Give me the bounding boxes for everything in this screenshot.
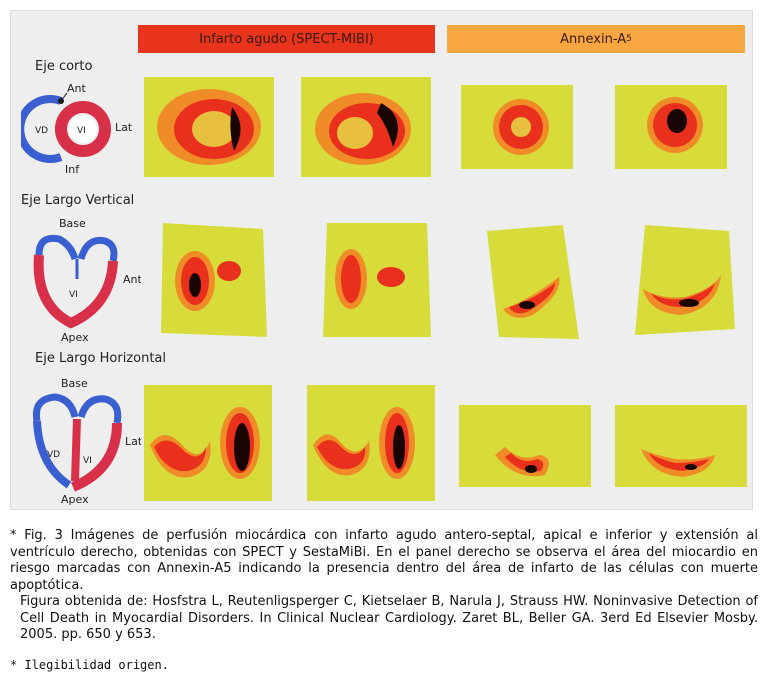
label-vd-3: VD: [47, 450, 60, 460]
scan-annexin-short-axis-1: [453, 77, 583, 177]
horizontal-long-axis-diagram: Base Lat VD VI Apex: [32, 377, 141, 505]
right-atrium-shape: [32, 393, 79, 422]
septum-shape: [71, 418, 81, 482]
vertical-long-axis-diagram: Base Ant VI Apex: [33, 217, 141, 344]
scan-annexin-short-axis-2: [607, 77, 737, 177]
scan-spect-vertical-2: [317, 219, 437, 341]
ventricle-wall-shape: [33, 254, 118, 329]
figure-caption: * Fig. 3 Imágenes de perfusión miocárdic…: [10, 528, 758, 644]
figure: Infarto agudo (SPECT-MIBI) Annexin-A 5 Ej…: [10, 10, 753, 510]
scan-spect-vertical-1: [153, 219, 273, 341]
row-label-short-axis: Eje corto: [35, 59, 93, 74]
row-label-horizontal-long-axis: Eje Largo Horizontal: [35, 351, 166, 366]
label-apex-3: Apex: [61, 493, 89, 505]
label-vd: VD: [35, 126, 48, 136]
annexin-header-subscript: 5: [626, 34, 632, 44]
left-atrium-shape: [35, 234, 79, 261]
label-inf: Inf: [65, 163, 80, 176]
label-ant-2: Ant: [123, 273, 141, 286]
scan-annexin-vertical-1: [467, 219, 587, 341]
scan-spect-horizontal-2: [307, 385, 435, 501]
label-ant: Ant: [67, 82, 86, 95]
label-base: Base: [59, 217, 86, 230]
annexin-header-label: Annexin-A: [560, 31, 627, 47]
spect-header-label: Infarto agudo (SPECT-MIBI): [199, 31, 374, 47]
aorta-shape: [77, 236, 118, 262]
label-lat-3: Lat: [125, 435, 141, 448]
footnote: * Ilegibilidad origen.: [10, 658, 169, 672]
label-vi-3: VI: [83, 456, 92, 466]
row-label-vertical-long-axis: Eje Largo Vertical: [21, 193, 135, 208]
label-base-3: Base: [61, 377, 88, 390]
right-ventricle-wall: [33, 420, 72, 489]
spect-header: Infarto agudo (SPECT-MIBI): [138, 25, 435, 53]
short-axis-diagram: Ant Lat Inf VD VI: [21, 82, 133, 176]
scan-annexin-vertical-2: [625, 219, 745, 341]
scan-annexin-horizontal-1: [455, 385, 595, 501]
scan-annexin-horizontal-2: [611, 385, 751, 501]
left-atrium-shape-3: [77, 395, 122, 424]
left-ventricle-wall: [70, 422, 122, 492]
caption-source: Figura obtenida de: Hosfstra L, Reutenli…: [20, 594, 758, 642]
label-apex: Apex: [61, 331, 89, 344]
left-ventricle-shape: [55, 101, 111, 157]
right-ventricle-shape: [21, 95, 63, 163]
scan-spect-short-axis-2: [301, 77, 431, 177]
annexin-header: Annexin-A 5: [447, 25, 745, 53]
label-vi: VI: [77, 126, 86, 136]
caption-description: * Fig. 3 Imágenes de perfusión miocárdic…: [10, 528, 758, 593]
left-ventricle-cavity: [69, 115, 97, 143]
label-lat: Lat: [115, 121, 133, 134]
label-vi-2: VI: [69, 290, 78, 300]
scan-spect-short-axis-1: [144, 77, 274, 177]
scan-spect-horizontal-1: [144, 385, 272, 501]
